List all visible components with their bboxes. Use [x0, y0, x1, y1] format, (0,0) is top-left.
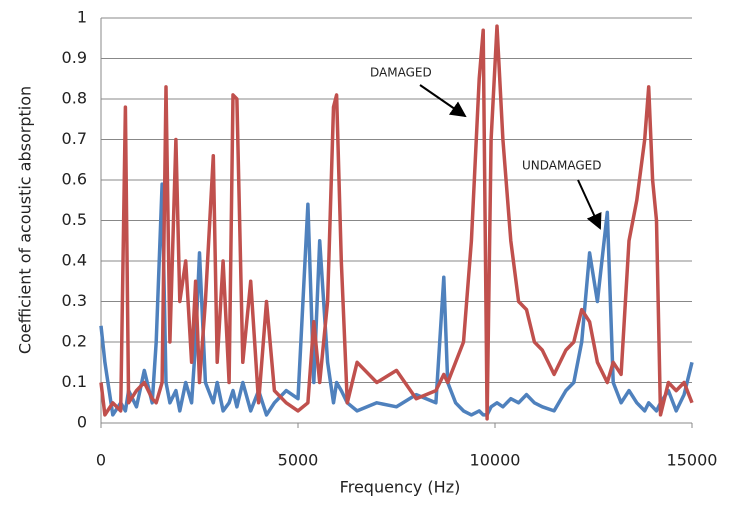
y-tick-label: 0.5 — [62, 210, 87, 229]
x-tick-label: 15000 — [667, 451, 718, 470]
y-tick-label: 0.6 — [62, 170, 87, 189]
y-tick-label: 0.4 — [62, 251, 87, 270]
y-axis-label: Coefficient of acoustic absorption — [16, 86, 35, 354]
y-tick-label: 0.7 — [62, 129, 87, 148]
y-tick-label: 0 — [77, 413, 87, 432]
annotation: UNDAMAGED — [522, 159, 601, 173]
annotation-arrow — [577, 179, 602, 230]
y-tick-label: 0.1 — [62, 372, 87, 391]
y-tick-label: 0.8 — [62, 89, 87, 108]
annotation: DAMAGED — [370, 66, 432, 80]
y-tick-label: 0.3 — [62, 291, 87, 310]
y-tick-label: 0.9 — [62, 48, 87, 67]
y-tick-label: 1 — [77, 8, 87, 27]
series-line — [99, 24, 694, 421]
x-tick-label: 0 — [96, 451, 106, 470]
annotation-arrow — [419, 84, 467, 118]
x-axis-label: Frequency (Hz) — [340, 478, 461, 497]
x-tick-label: 5000 — [278, 451, 319, 470]
y-tick-label: 0.2 — [62, 332, 87, 351]
x-tick-label: 10000 — [470, 451, 521, 470]
series-line — [99, 182, 694, 417]
